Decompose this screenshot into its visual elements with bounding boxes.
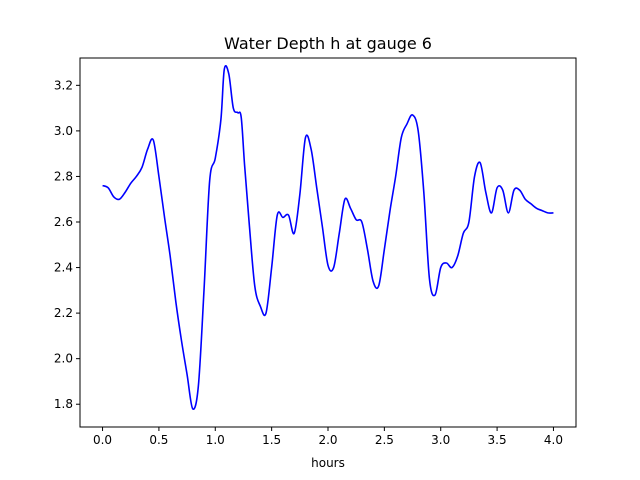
y-tick-label: 1.8 <box>54 397 73 411</box>
series-line <box>102 64 554 410</box>
y-tick-label: 2.6 <box>54 215 73 229</box>
chart-title: Water Depth h at gauge 6 <box>224 34 432 53</box>
y-axis-ticks: 1.8 2.0 2.2 2.4 2.6 2.8 3.0 3.2 <box>54 78 80 411</box>
axes-frame <box>79 57 577 428</box>
y-tick-label: 2.8 <box>54 169 73 183</box>
y-tick-label: 2.2 <box>54 306 73 320</box>
x-tick-label: 3.5 <box>488 433 507 447</box>
plot-area <box>102 64 554 410</box>
y-tick-label: 3.0 <box>54 124 73 138</box>
y-tick-label: 3.2 <box>54 78 73 92</box>
y-tick-label: 2.0 <box>54 352 73 366</box>
x-tick-label: 3.0 <box>431 433 450 447</box>
x-tick-label: 0.5 <box>149 433 168 447</box>
x-tick-label: 0.0 <box>93 433 112 447</box>
x-axis-ticks: 0.0 0.5 1.0 1.5 2.0 2.5 3.0 3.5 4.0 <box>93 427 563 447</box>
x-tick-label: 1.0 <box>206 433 225 447</box>
x-tick-label: 2.5 <box>375 433 394 447</box>
x-tick-label: 4.0 <box>544 433 563 447</box>
x-tick-label: 2.0 <box>318 433 337 447</box>
x-axis-label: hours <box>311 456 345 470</box>
x-tick-label: 1.5 <box>262 433 281 447</box>
y-tick-label: 2.4 <box>54 261 73 275</box>
